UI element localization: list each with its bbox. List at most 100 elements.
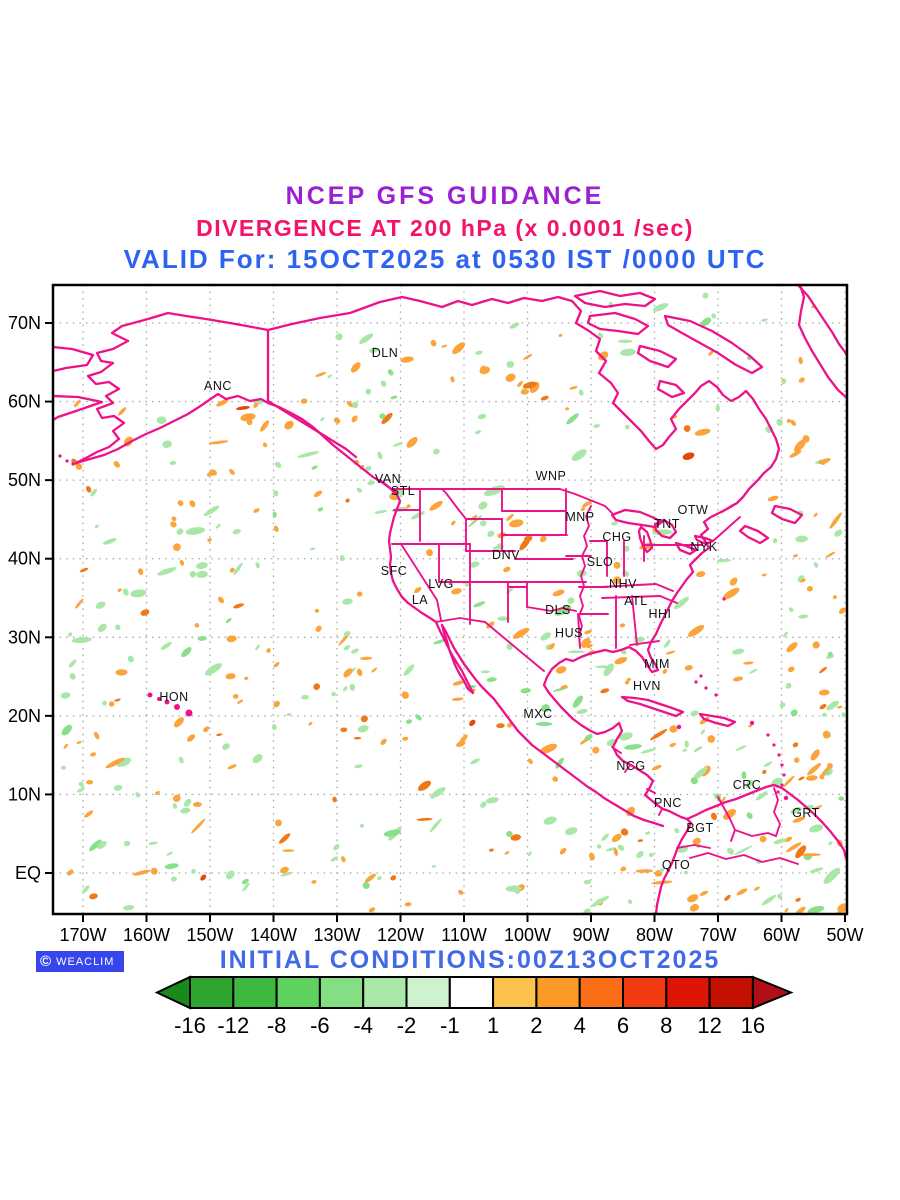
divergence-blob — [365, 388, 372, 395]
divergence-blob — [127, 655, 134, 663]
state-border — [631, 595, 638, 646]
divergence-blob — [593, 424, 601, 428]
divergence-blob — [735, 745, 747, 751]
divergence-blob — [506, 830, 513, 837]
station-label-ncg: NCG — [616, 759, 645, 773]
divergence-blob — [645, 831, 651, 835]
island-trinidad — [783, 795, 789, 801]
divergence-blob — [651, 765, 662, 771]
station-label-mxc: MXC — [523, 707, 552, 721]
colorbar-tick-label: -1 — [440, 1013, 460, 1038]
divergence-blob — [115, 624, 121, 630]
divergence-blob — [367, 480, 375, 486]
divergence-blob — [451, 697, 464, 701]
divergence-blob — [379, 413, 386, 419]
station-label-crc: CRC — [733, 778, 762, 792]
island-hawaii — [157, 697, 161, 701]
divergence-blob — [746, 812, 753, 819]
station-label-grt: GRT — [792, 806, 820, 820]
divergence-blob — [117, 588, 122, 592]
divergence-blob — [406, 504, 411, 509]
divergence-blob — [71, 637, 92, 644]
divergence-blob — [784, 836, 793, 843]
colorbar-tick-label: -8 — [267, 1013, 287, 1038]
divergence-blob — [486, 621, 495, 629]
divergence-blob — [790, 806, 802, 814]
divergence-blob — [383, 829, 401, 837]
divergence-blob — [97, 623, 107, 633]
state-border — [599, 583, 657, 588]
coastline-arctic-island — [573, 289, 657, 309]
divergence-blob — [356, 668, 363, 677]
divergence-blob — [813, 512, 818, 518]
divergence-blob — [78, 781, 84, 788]
initial-conditions-line: INITIAL CONDITIONS:00Z13OCT2025 — [219, 946, 721, 974]
divergence-blob — [710, 812, 717, 821]
divergence-blob — [648, 852, 654, 858]
divergence-blob — [346, 400, 353, 408]
divergence-blob — [541, 704, 550, 713]
coastline-alaska-north — [110, 295, 574, 343]
divergence-blob — [692, 837, 701, 846]
divergence-blob — [480, 670, 490, 674]
divergence-blob — [360, 715, 368, 723]
divergence-blob — [255, 562, 260, 569]
divergence-blob — [506, 513, 514, 521]
divergence-blob — [430, 787, 446, 799]
colorbar-tick-label: -6 — [310, 1013, 330, 1038]
divergence-blob — [90, 752, 97, 757]
divergence-blob — [832, 595, 837, 600]
divergence-blob — [523, 354, 533, 360]
divergence-blob — [759, 835, 767, 843]
divergence-blob — [794, 439, 807, 452]
lon-axis-label: 130W — [313, 925, 360, 945]
divergence-blob — [624, 680, 630, 685]
divergence-blob — [135, 792, 141, 798]
divergence-blob — [473, 601, 486, 608]
divergence-blob — [572, 695, 584, 708]
divergence-blob — [86, 780, 94, 785]
divergence-blob — [732, 648, 745, 655]
divergence-blob — [792, 816, 806, 823]
island-aleutian — [65, 459, 69, 463]
station-label-van: VAN — [375, 472, 401, 486]
divergence-blob — [160, 642, 172, 650]
divergence-blob — [122, 905, 135, 911]
colorbar-tick-label: 4 — [574, 1013, 586, 1038]
station-label-dln: DLN — [372, 346, 399, 360]
divergence-blob — [225, 870, 235, 880]
divergence-blob — [339, 554, 345, 562]
divergence-blob — [280, 866, 289, 874]
divergence-blob — [403, 664, 415, 676]
divergence-blob — [170, 876, 177, 882]
divergence-blob — [113, 784, 123, 791]
state-border — [655, 583, 674, 592]
coastline-hispaniola — [698, 712, 737, 728]
divergence-blob — [148, 841, 158, 845]
divergence-blob — [581, 637, 591, 648]
divergence-blob — [84, 810, 94, 818]
divergence-blob — [215, 523, 221, 529]
colorbar-segment — [318, 976, 365, 1009]
divergence-blob — [123, 840, 131, 847]
colorbar: -16 -12 -8 -6 -4 -2 -1 1 2 4 6 8 12 16 — [154, 975, 794, 1038]
divergence-blob — [79, 567, 89, 573]
divergence-blob — [580, 507, 586, 512]
divergence-blob — [122, 588, 129, 596]
station-label-atl: ATL — [624, 594, 648, 608]
divergence-blob — [821, 712, 827, 717]
axis-layer: 170W 160W 150W 140W 130W 120W 110W 100W 90W 80W 70… — [8, 313, 864, 945]
divergence-blob — [736, 888, 748, 896]
divergence-blob — [761, 573, 767, 577]
divergence-blob — [314, 608, 320, 613]
divergence-blob — [795, 535, 808, 543]
divergence-blob — [807, 763, 822, 776]
divergence-blob — [584, 629, 592, 635]
divergence-blob — [828, 841, 833, 846]
colorbar-segment — [492, 976, 538, 1009]
divergence-blob — [617, 844, 625, 851]
divergence-blob — [659, 867, 665, 873]
divergence-blob — [567, 597, 575, 604]
divergence-blob — [555, 757, 564, 769]
